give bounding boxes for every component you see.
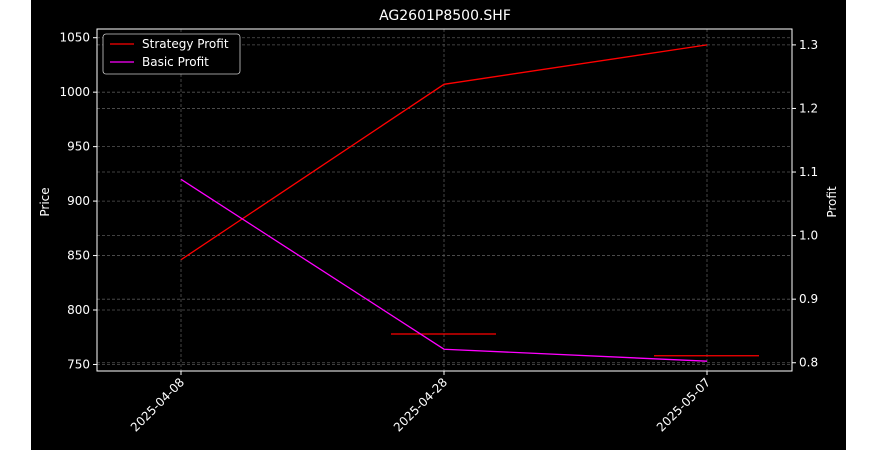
y-axis-label: Price bbox=[38, 187, 52, 216]
basic-profit-line bbox=[180, 178, 708, 362]
y-tick-label: 950 bbox=[67, 140, 90, 154]
y-tick-label: 1050 bbox=[59, 31, 90, 45]
x-tick-label: 2025-04-08 bbox=[128, 375, 187, 434]
legend-box bbox=[102, 33, 241, 75]
x-tick-label: 2025-04-28 bbox=[391, 375, 450, 434]
y2-tick-label: 0.9 bbox=[799, 292, 818, 306]
y2-tick-label: 1.3 bbox=[799, 38, 818, 52]
grid bbox=[97, 29, 792, 371]
y2-tick-label: 1.1 bbox=[799, 165, 818, 179]
y2-tick-label: 0.8 bbox=[799, 356, 818, 370]
chart-svg: AG2601P8500.SHF 2025-04-08 2025-04-28 2025… bbox=[38, 8, 839, 434]
legend-label: Basic Profit bbox=[142, 55, 209, 69]
y-tick-label: 800 bbox=[67, 303, 90, 317]
y-tick-label: 1000 bbox=[59, 85, 90, 99]
legend-label: Strategy Profit bbox=[142, 37, 229, 51]
plot-frame bbox=[96, 28, 793, 372]
axes: 2025-04-08 2025-04-28 2025-05-07 750 800 850 9… bbox=[59, 28, 818, 434]
series-lines bbox=[180, 44, 708, 362]
y2-tick-label: 1.0 bbox=[799, 229, 818, 243]
y2-tick-label: 1.2 bbox=[799, 101, 818, 115]
strategy-profit-line bbox=[180, 44, 708, 261]
x-tick-label: 2025-05-07 bbox=[654, 375, 713, 434]
red-threshold-segments bbox=[391, 333, 759, 357]
legend: Strategy Profit Basic Profit bbox=[102, 33, 241, 75]
y-tick-label: 850 bbox=[67, 249, 90, 263]
y-tick-label: 900 bbox=[67, 194, 90, 208]
y-tick-label: 750 bbox=[67, 357, 90, 371]
chart-figure: AG2601P8500.SHF 2025-04-08 2025-04-28 2025… bbox=[31, 0, 846, 450]
chart-title: AG2601P8500.SHF bbox=[379, 8, 511, 24]
y2-axis-label: Profit bbox=[825, 186, 839, 218]
